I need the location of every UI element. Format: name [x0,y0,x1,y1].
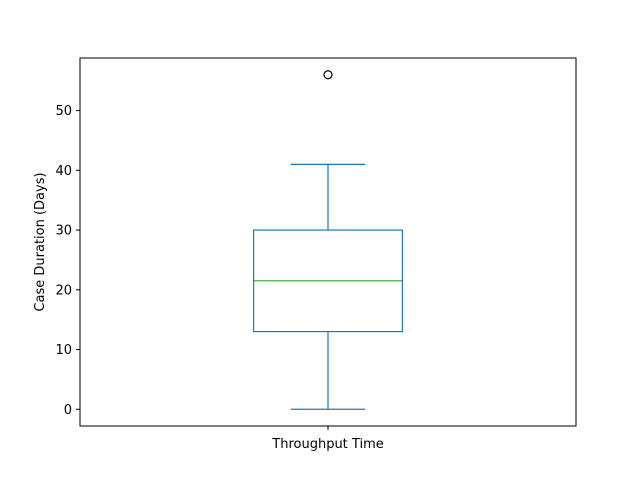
chart-marks [253,70,404,410]
x-tick-label: Throughput Time [271,437,383,452]
y-tick-label: 50 [55,104,72,119]
y-tick-label: 10 [55,343,72,358]
y-tick-label: 20 [55,283,72,298]
y-tick-label: 30 [55,224,72,239]
y-axis: 0 10 20 30 40 50 [55,104,80,418]
outlier-point [323,70,333,80]
y-tick-label: 0 [64,403,72,418]
y-axis-label: Case Duration (Days) [33,172,48,311]
y-tick-label: 40 [55,164,72,179]
x-axis: Throughput Time [271,426,384,452]
